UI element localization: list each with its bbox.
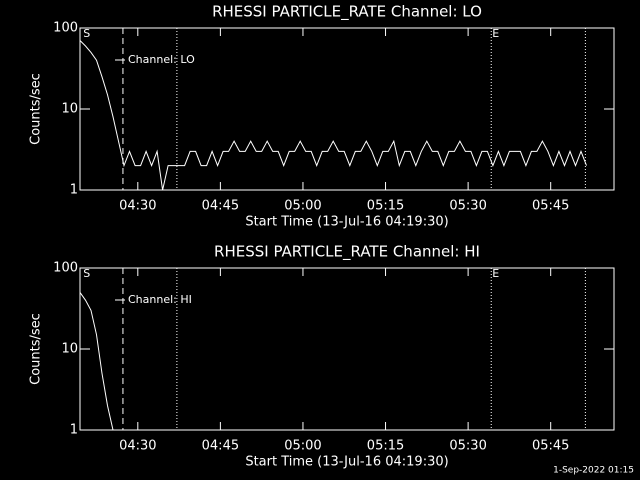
legend-label: Channel: LO (128, 53, 195, 66)
y-axis-title: Counts/sec (29, 73, 44, 145)
x-tick-label: 05:30 (449, 439, 486, 454)
annotation: E (492, 267, 499, 280)
x-axis-title: Start Time (13-Jul-16 04:19:30) (245, 215, 448, 230)
annotation: E (492, 27, 499, 40)
y-tick-label: 1 (70, 423, 78, 438)
chart-title: RHESSI PARTICLE_RATE Channel: HI (214, 243, 480, 262)
footer: 1-Sep-2022 01:15 (553, 466, 634, 476)
annotation: S (83, 27, 90, 40)
x-tick-label: 05:15 (367, 439, 404, 454)
x-tick-label: 05:15 (367, 199, 404, 214)
annotation: S (83, 267, 90, 280)
x-tick-label: 05:00 (284, 439, 321, 454)
legend-label: Channel: HI (128, 293, 192, 306)
series-line (79, 40, 587, 191)
x-axis-title: Start Time (13-Jul-16 04:19:30) (245, 455, 448, 470)
x-tick-label: 04:30 (119, 199, 156, 214)
x-tick-label: 05:00 (284, 199, 321, 214)
series-line (79, 292, 114, 431)
x-tick-label: 04:45 (202, 439, 239, 454)
x-tick-label: 05:30 (449, 199, 486, 214)
y-tick-label: 10 (61, 102, 78, 117)
chart-title: RHESSI PARTICLE_RATE Channel: LO (212, 3, 482, 22)
y-tick-label: 10 (61, 342, 78, 357)
y-tick-label: 1 (70, 183, 78, 198)
x-tick-label: 05:45 (532, 199, 569, 214)
y-tick-label: 100 (53, 261, 78, 276)
x-tick-label: 04:45 (202, 199, 239, 214)
x-tick-label: 05:45 (532, 439, 569, 454)
x-tick-label: 04:30 (119, 439, 156, 454)
y-axis-title: Counts/sec (29, 313, 44, 385)
y-tick-label: 100 (53, 21, 78, 36)
